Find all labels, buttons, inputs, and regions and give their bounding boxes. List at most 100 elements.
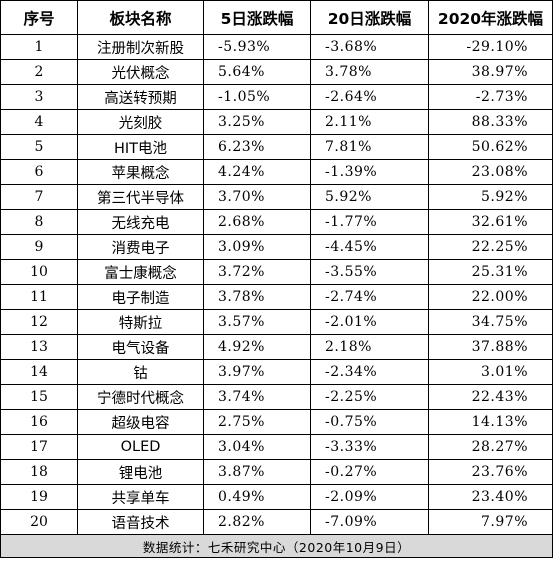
change-5day: 3.25% [203, 109, 311, 135]
change-20day: -2.01% [310, 309, 429, 335]
row-index: 13 [0, 334, 78, 360]
change-2020: 28.27% [428, 434, 553, 460]
header-index: 序号 [0, 0, 78, 35]
sector-name: 钴 [77, 359, 204, 385]
row-index: 7 [0, 184, 78, 210]
row-index: 11 [0, 284, 78, 310]
change-20day: -0.27% [310, 459, 429, 485]
change-2020: 23.40% [428, 484, 553, 510]
change-2020: 22.25% [428, 234, 553, 260]
change-5day: 3.04% [203, 434, 311, 460]
change-2020: 14.13% [428, 409, 553, 435]
table-row: 8 无线充电 2.68% -1.77% 32.61% [0, 209, 553, 235]
row-index: 15 [0, 384, 78, 410]
sector-name: 超级电容 [77, 409, 204, 435]
change-2020: 88.33% [428, 109, 553, 135]
change-20day: 2.11% [310, 109, 429, 135]
change-20day: -0.75% [310, 409, 429, 435]
sector-name: 消费电子 [77, 234, 204, 260]
change-5day: 3.72% [203, 259, 311, 285]
change-20day: -3.55% [310, 259, 429, 285]
change-2020: 7.97% [428, 509, 553, 535]
sector-name: 语音技术 [77, 509, 204, 535]
table-row: 10 富士康概念 3.72% -3.55% 25.31% [0, 259, 553, 285]
change-20day: 3.78% [310, 59, 429, 85]
table-row: 18 锂电池 3.87% -0.27% 23.76% [0, 459, 553, 485]
change-20day: -3.68% [310, 34, 429, 60]
sector-name: 光伏概念 [77, 59, 204, 85]
change-20day: -1.77% [310, 209, 429, 235]
change-5day: 6.23% [203, 134, 311, 160]
change-5day: 2.75% [203, 409, 311, 435]
row-index: 17 [0, 434, 78, 460]
change-5day: 3.70% [203, 184, 311, 210]
sector-name: 电子制造 [77, 284, 204, 310]
change-5day: 2.68% [203, 209, 311, 235]
sector-name: 无线充电 [77, 209, 204, 235]
change-20day: -2.34% [310, 359, 429, 385]
row-index: 18 [0, 459, 78, 485]
change-20day: 2.18% [310, 334, 429, 360]
change-5day: 2.82% [203, 509, 311, 535]
change-20day: -2.25% [310, 384, 429, 410]
change-2020: 23.76% [428, 459, 553, 485]
table-row: 17 OLED 3.04% -3.33% 28.27% [0, 434, 553, 460]
change-2020: -2.73% [428, 84, 553, 110]
sector-name: 光刻胶 [77, 109, 204, 135]
change-2020: 25.31% [428, 259, 553, 285]
table-row: 15 宁德时代概念 3.74% -2.25% 22.43% [0, 384, 553, 410]
change-2020: 38.97% [428, 59, 553, 85]
sector-name: 宁德时代概念 [77, 384, 204, 410]
table-row: 7 第三代半导体 3.70% 5.92% 5.92% [0, 184, 553, 210]
change-2020: 3.01% [428, 359, 553, 385]
change-2020: 23.08% [428, 159, 553, 185]
table-row: 14 钴 3.97% -2.34% 3.01% [0, 359, 553, 385]
sector-name: 富士康概念 [77, 259, 204, 285]
sector-name: 锂电池 [77, 459, 204, 485]
change-20day: 7.81% [310, 134, 429, 160]
sector-name: 电气设备 [77, 334, 204, 360]
sector-name: HIT电池 [77, 134, 204, 160]
change-2020: 34.75% [428, 309, 553, 335]
row-index: 14 [0, 359, 78, 385]
sector-name: OLED [77, 434, 204, 460]
table-row: 4 光刻胶 3.25% 2.11% 88.33% [0, 109, 553, 135]
change-20day: -7.09% [310, 509, 429, 535]
header-sector-name: 板块名称 [77, 0, 204, 35]
change-2020: 32.61% [428, 209, 553, 235]
row-index: 6 [0, 159, 78, 185]
change-5day: 3.57% [203, 309, 311, 335]
change-20day: -2.74% [310, 284, 429, 310]
change-2020: 50.62% [428, 134, 553, 160]
change-5day: -5.93% [203, 34, 311, 60]
change-2020: 22.43% [428, 384, 553, 410]
change-20day: -2.09% [310, 484, 429, 510]
change-2020: 37.88% [428, 334, 553, 360]
table-row: 19 共享单车 0.49% -2.09% 23.40% [0, 484, 553, 510]
change-5day: 3.87% [203, 459, 311, 485]
row-index: 19 [0, 484, 78, 510]
change-20day: -3.33% [310, 434, 429, 460]
row-index: 4 [0, 109, 78, 135]
table-row: 13 电气设备 4.92% 2.18% 37.88% [0, 334, 553, 360]
footer-row: 数据统计：七禾研究中心（2020年10月9日） [0, 534, 553, 558]
change-20day: -2.64% [310, 84, 429, 110]
table-row: 3 高送转预期 -1.05% -2.64% -2.73% [0, 84, 553, 110]
change-2020: 22.00% [428, 284, 553, 310]
sector-name: 第三代半导体 [77, 184, 204, 210]
header-20day-change: 20日涨跌幅 [310, 0, 429, 35]
row-index: 1 [0, 34, 78, 60]
table-row: 2 光伏概念 5.64% 3.78% 38.97% [0, 59, 553, 85]
header-row: 序号 板块名称 5日涨跌幅 20日涨跌幅 2020年涨跌幅 [0, 0, 553, 35]
table-row: 16 超级电容 2.75% -0.75% 14.13% [0, 409, 553, 435]
change-5day: 3.09% [203, 234, 311, 260]
change-5day: 3.74% [203, 384, 311, 410]
change-5day: -1.05% [203, 84, 311, 110]
change-20day: -1.39% [310, 159, 429, 185]
change-20day: -4.45% [310, 234, 429, 260]
table-row: 5 HIT电池 6.23% 7.81% 50.62% [0, 134, 553, 160]
table-row: 20 语音技术 2.82% -7.09% 7.97% [0, 509, 553, 535]
header-5day-change: 5日涨跌幅 [203, 0, 311, 35]
